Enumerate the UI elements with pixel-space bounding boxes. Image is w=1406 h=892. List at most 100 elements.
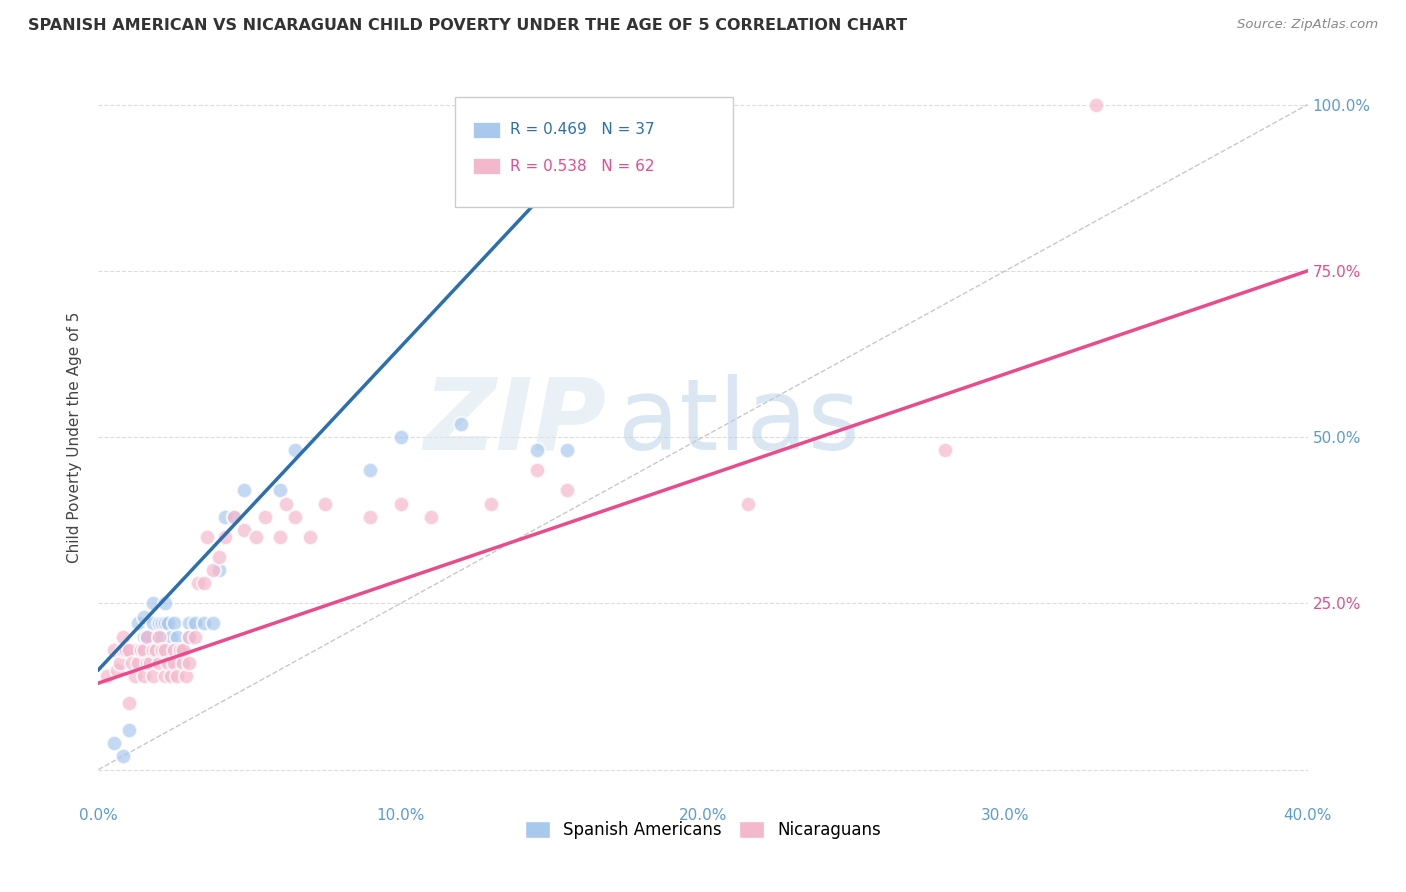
Point — [142, 643, 165, 657]
Point — [142, 596, 165, 610]
Point — [118, 723, 141, 737]
Point — [172, 643, 194, 657]
Point — [148, 630, 170, 644]
Point — [105, 663, 128, 677]
Point — [142, 616, 165, 631]
Point — [269, 483, 291, 498]
Point — [127, 616, 149, 631]
FancyBboxPatch shape — [474, 159, 501, 175]
Legend: Spanish Americans, Nicaraguans: Spanish Americans, Nicaraguans — [519, 814, 887, 846]
Point — [153, 616, 176, 631]
Point — [184, 616, 207, 631]
Point — [284, 443, 307, 458]
Point — [148, 656, 170, 670]
Point — [160, 630, 183, 644]
Point — [195, 530, 218, 544]
Point — [172, 643, 194, 657]
Point — [132, 643, 155, 657]
Point — [214, 509, 236, 524]
Point — [737, 497, 759, 511]
Point — [184, 630, 207, 644]
Point — [555, 443, 578, 458]
Point — [129, 643, 152, 657]
Point — [163, 643, 186, 657]
Point — [202, 616, 225, 631]
Point — [166, 669, 188, 683]
Point — [187, 576, 209, 591]
Point — [224, 509, 246, 524]
Point — [148, 616, 170, 631]
Point — [127, 656, 149, 670]
Point — [103, 736, 125, 750]
Point — [208, 563, 231, 577]
Text: atlas: atlas — [619, 374, 860, 471]
Point — [153, 669, 176, 683]
Point — [139, 656, 162, 670]
Point — [269, 530, 291, 544]
Point — [163, 656, 186, 670]
Point — [360, 463, 382, 477]
Point — [389, 497, 412, 511]
Point — [142, 669, 165, 683]
Text: ZIP: ZIP — [423, 374, 606, 471]
Point — [156, 616, 179, 631]
Point — [1085, 97, 1108, 112]
Point — [145, 643, 167, 657]
Point — [274, 497, 297, 511]
Text: SPANISH AMERICAN VS NICARAGUAN CHILD POVERTY UNDER THE AGE OF 5 CORRELATION CHAR: SPANISH AMERICAN VS NICARAGUAN CHILD POV… — [28, 18, 907, 33]
Point — [132, 630, 155, 644]
Point — [163, 643, 186, 657]
Point — [481, 497, 503, 511]
Point — [232, 483, 254, 498]
FancyBboxPatch shape — [474, 122, 501, 138]
Point — [169, 643, 191, 657]
Point — [232, 523, 254, 537]
Point — [163, 616, 186, 631]
Point — [245, 530, 267, 544]
Point — [96, 669, 118, 683]
Point — [160, 669, 183, 683]
Point — [389, 430, 412, 444]
Point — [132, 669, 155, 683]
Text: R = 0.469   N = 37: R = 0.469 N = 37 — [509, 122, 654, 137]
Point — [166, 630, 188, 644]
Point — [135, 656, 157, 670]
Point — [193, 616, 215, 631]
Point — [124, 669, 146, 683]
Point — [118, 643, 141, 657]
Point — [299, 530, 322, 544]
Point — [360, 509, 382, 524]
Text: Source: ZipAtlas.com: Source: ZipAtlas.com — [1237, 18, 1378, 31]
Point — [526, 463, 548, 477]
Point — [934, 443, 956, 458]
Point — [208, 549, 231, 564]
Point — [179, 656, 201, 670]
Point — [121, 656, 143, 670]
Point — [179, 616, 201, 631]
Point — [132, 609, 155, 624]
Point — [135, 630, 157, 644]
Point — [135, 630, 157, 644]
Point — [314, 497, 336, 511]
Point — [420, 509, 443, 524]
Point — [526, 443, 548, 458]
Point — [224, 509, 246, 524]
Point — [214, 530, 236, 544]
Y-axis label: Child Poverty Under the Age of 5: Child Poverty Under the Age of 5 — [67, 311, 83, 563]
Text: R = 0.538   N = 62: R = 0.538 N = 62 — [509, 159, 654, 174]
Point — [202, 563, 225, 577]
Point — [108, 656, 131, 670]
Point — [153, 596, 176, 610]
Point — [150, 643, 173, 657]
Point — [111, 749, 134, 764]
Point — [174, 669, 197, 683]
FancyBboxPatch shape — [456, 97, 734, 207]
Point — [179, 630, 201, 644]
Point — [111, 630, 134, 644]
Point — [124, 643, 146, 657]
Point — [153, 643, 176, 657]
Point — [150, 616, 173, 631]
Point — [193, 576, 215, 591]
Point — [253, 509, 276, 524]
Point — [111, 643, 134, 657]
